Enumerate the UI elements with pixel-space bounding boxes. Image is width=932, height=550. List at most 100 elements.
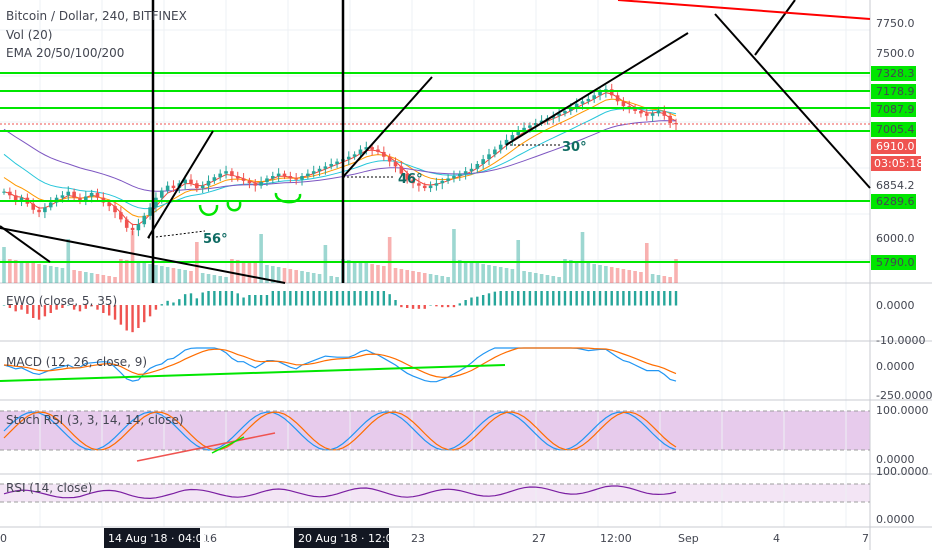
volume-bar <box>533 273 538 283</box>
ewo-bar <box>394 300 397 306</box>
volume-bar <box>25 262 30 283</box>
ewo-bar <box>528 291 532 306</box>
time-axis[interactable]: 0 16 23 27 12:00 Sep 4 7 14 Aug '18 · 04… <box>0 528 869 548</box>
price-tick-7500: 7500.0 <box>876 47 915 60</box>
volume-bar <box>475 263 480 283</box>
price-axis[interactable]: 7750.0 7500.0 6000.0 7328.3 7178.9 7087.… <box>871 17 932 526</box>
chart-title: Bitcoin / Dollar, 240, BITFINEX <box>6 9 187 23</box>
ewo-bar <box>294 291 298 306</box>
volume-bar <box>13 260 18 283</box>
ewo-bar <box>598 291 602 306</box>
ewo-bar <box>55 305 58 310</box>
ewo-bar <box>37 305 41 320</box>
volume-bar <box>487 265 491 283</box>
volume-bar <box>358 262 363 283</box>
signal-line <box>3 347 677 378</box>
level-tag-bg-2 <box>871 102 916 117</box>
volume-bar <box>95 274 100 283</box>
ewo-bar <box>277 291 280 306</box>
candle-body <box>159 190 164 198</box>
ewo-bar <box>32 305 35 318</box>
candle-body <box>31 203 36 210</box>
level-tag-6854: 6854.2 <box>876 179 915 192</box>
ewo-bar <box>522 291 526 306</box>
ewo-bar <box>616 291 619 306</box>
level-tag-bg-3 <box>871 122 916 137</box>
ewo-bar <box>143 305 146 323</box>
ewo-bar <box>84 305 88 309</box>
volume-bar <box>294 270 298 283</box>
trend-lines[interactable] <box>0 0 871 284</box>
volume-bar <box>639 272 643 283</box>
volume-bar <box>154 265 158 283</box>
volume-bar <box>142 263 147 283</box>
candle-body <box>650 113 655 116</box>
vertical-markers[interactable] <box>151 0 345 283</box>
ewo-tick-neg: -10.0000 <box>876 334 925 347</box>
mark-2 <box>226 201 242 212</box>
candle-body <box>212 177 217 181</box>
volume-bar <box>335 277 339 283</box>
ewo-bar <box>312 291 315 306</box>
ewo-bar <box>300 291 304 306</box>
volume-bar <box>329 276 334 283</box>
volume-bar <box>569 260 573 283</box>
x-tick-0: 0 <box>0 532 7 545</box>
candlesticks <box>2 83 678 237</box>
candle-body <box>598 91 602 96</box>
ewo-bar <box>370 291 374 306</box>
candle-body <box>469 168 474 172</box>
volume-bar <box>165 267 170 283</box>
volume-bar <box>393 268 398 283</box>
candle-body <box>452 176 456 179</box>
ewo-bar <box>604 291 608 306</box>
stoch-green-trendline[interactable] <box>211 436 245 454</box>
volume-bar <box>218 276 223 283</box>
ewo-bar <box>289 291 292 306</box>
volume-bar <box>107 276 111 283</box>
candle-body <box>142 215 147 225</box>
volume-bar <box>633 271 637 283</box>
volume-bar <box>72 270 76 283</box>
macd-label: MACD (12, 26, close, 9) <box>6 355 147 369</box>
volume-bar <box>8 259 12 283</box>
ewo-bar <box>663 291 666 306</box>
ewo-bar <box>429 305 432 306</box>
candle-body <box>95 192 100 198</box>
ewo-bar <box>20 305 23 310</box>
volume-bar <box>113 277 117 283</box>
level-tag-7178: 7178.9 <box>876 85 915 98</box>
ewo-bar <box>633 291 637 306</box>
volume-bar <box>148 264 152 283</box>
macd-trendline[interactable] <box>0 364 506 382</box>
volume-bar <box>124 260 129 283</box>
candle-body <box>235 176 240 179</box>
volume-bar <box>54 267 59 283</box>
volume-bar <box>411 271 415 283</box>
candle-body <box>399 166 404 174</box>
volume-bar <box>101 275 106 283</box>
ewo-bar <box>195 298 199 306</box>
ewo-bar <box>587 291 590 306</box>
volume-bar <box>510 269 515 283</box>
ewo-bar <box>236 293 239 306</box>
candle-body <box>89 192 94 197</box>
candle-body <box>528 125 532 128</box>
stoch-red-trendline[interactable] <box>136 432 276 462</box>
volume-bar <box>271 266 275 283</box>
volume-bar <box>621 269 626 283</box>
candle-body <box>417 183 421 186</box>
candle-body <box>411 179 415 184</box>
red-trendline[interactable] <box>617 0 871 20</box>
level-tag-7005: 7005.4 <box>876 123 915 136</box>
volume-bar <box>399 269 404 283</box>
ewo-bar <box>213 291 216 306</box>
ewo-bar <box>563 291 567 306</box>
ewo-bar <box>382 291 386 306</box>
ewo-bar <box>517 291 520 306</box>
horizontal-levels[interactable] <box>0 72 870 263</box>
candle-body <box>370 147 374 150</box>
candle-body <box>265 178 269 183</box>
macd-tick-neg: -250.0000 <box>876 389 932 402</box>
